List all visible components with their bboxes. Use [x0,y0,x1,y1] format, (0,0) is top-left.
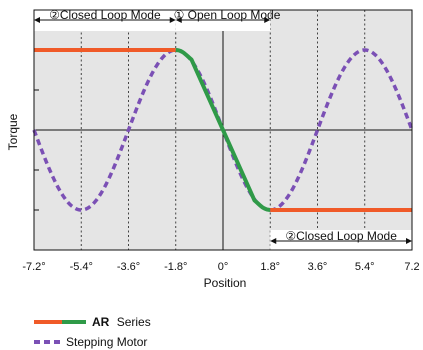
open-loop-annotation: ① Open Loop Mode [174,8,281,31]
x-tick-labels: -7.2° -5.4° -3.6° -1.8° 0° 1.8° 3.6° 5.4° 7.2 [22,261,419,273]
x-tick-label: 0° [218,261,229,273]
x-tick-label: 5.4° [355,261,375,273]
x-tick-label: -5.4° [70,261,93,273]
open-loop-annotation-text: ① Open Loop Mode [174,8,281,22]
closed-loop-right-annotation-text: ②Closed Loop Mode [285,229,397,243]
ar-series-segment-open-1 [175,48,271,212]
x-tick-label: 3.6° [308,261,328,273]
series-layer [32,48,414,212]
x-tick-label: -3.6° [117,261,140,273]
y-axis-title: Torque [6,113,20,150]
closed-loop-left-annotation: ②Closed Loop Mode [34,8,176,31]
arrow-right-icon [406,238,412,244]
x-tick-label: -7.2° [22,261,45,273]
closed-loop-left-annotation-text: ②Closed Loop Mode [49,8,161,22]
closed-loop-right-annotation: ②Closed Loop Mode [270,229,412,252]
x-tick-label: 7.2 [404,261,419,273]
arrow-left-icon [270,238,277,244]
plot-border [33,9,413,251]
x-axis-title: Position [204,276,247,290]
x-tick-label: -1.8° [164,261,187,273]
annotation-layer: ②Closed Loop Mode ① Open Loop Mode ②Closed… [34,8,412,252]
arrow-right-icon [169,17,176,23]
arrow-left-icon [34,17,40,23]
legend-ar-label: AR Series [92,315,151,329]
arrow-right-icon [264,17,271,23]
legend: AR Series Stepping Motor [34,315,151,349]
legend-ar-prefix: AR [92,315,110,329]
arrow-left-icon [175,17,182,23]
legend-stepping-label: Stepping Motor [66,335,147,349]
legend-ar-name: Series [117,315,151,329]
x-tick-label: 1.8° [260,261,280,273]
